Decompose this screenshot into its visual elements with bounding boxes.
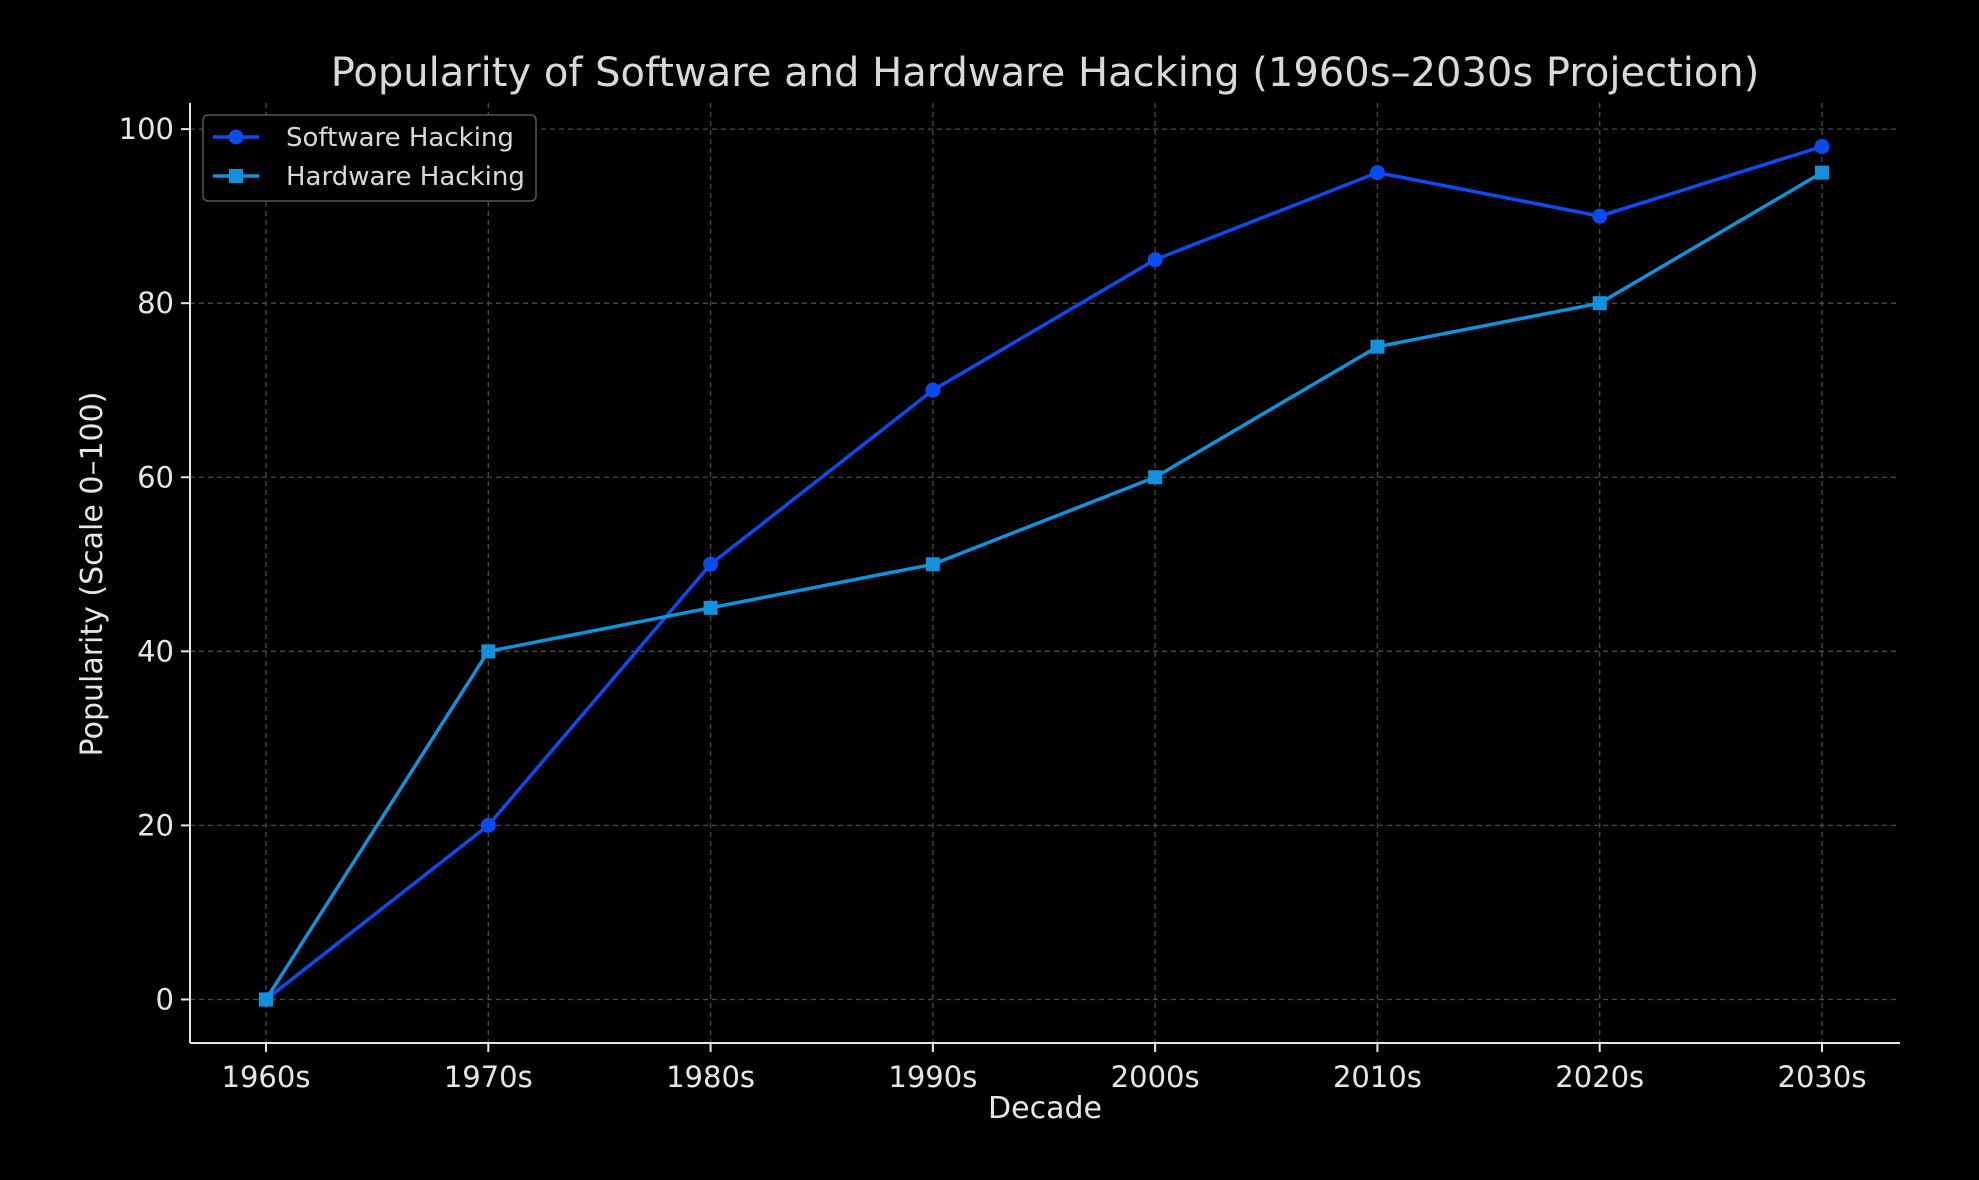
- data-point-square: [703, 600, 718, 615]
- legend-entry: Software Hacking: [213, 123, 514, 153]
- series-lines: [258, 139, 1830, 1007]
- data-point-square: [925, 557, 940, 572]
- tick-labels: 1960s 1970s 1980s 1990s 2000s 2010s 2020s 2030s…: [119, 112, 1867, 1094]
- data-point-circle: [480, 817, 496, 833]
- y-tick-label: 0: [156, 982, 174, 1016]
- chart-title: Popularity of Software and Hardware Hack…: [331, 50, 1760, 96]
- data-point-square: [1148, 470, 1163, 485]
- legend-marker-circle: [228, 129, 244, 145]
- legend-marker-square: [229, 169, 243, 183]
- data-point-circle: [703, 556, 719, 572]
- x-tick-label: 2030s: [1778, 1060, 1867, 1094]
- x-tick-label: 1960s: [222, 1060, 311, 1094]
- data-point-square: [1815, 165, 1829, 180]
- y-tick-label: 40: [137, 634, 174, 668]
- data-point-circle: [1369, 165, 1385, 181]
- x-tick-label: 2000s: [1111, 1060, 1200, 1094]
- data-point-circle: [925, 382, 941, 398]
- legend: Software Hacking Hardware Hacking: [202, 114, 537, 202]
- data-point-circle: [1814, 139, 1830, 155]
- legend-label: Software Hacking: [286, 123, 514, 153]
- legend-label: Hardware Hacking: [286, 162, 525, 192]
- x-tick-label: 2020s: [1555, 1060, 1644, 1094]
- x-tick-label: 1990s: [888, 1060, 977, 1094]
- x-tick-label: 1980s: [666, 1060, 755, 1094]
- data-point-square: [259, 992, 273, 1007]
- legend-entry: Hardware Hacking: [213, 162, 525, 192]
- series-1: [258, 139, 1830, 1007]
- data-point-square: [1592, 296, 1607, 311]
- axes: [181, 103, 1900, 1052]
- y-tick-label: 20: [137, 808, 174, 842]
- y-tick-label: 60: [137, 460, 174, 494]
- x-axis-label: Decade: [988, 1091, 1102, 1126]
- y-axis-label: Popularity (Scale 0–100): [75, 392, 110, 757]
- x-tick-label: 2010s: [1333, 1060, 1422, 1094]
- x-tick-label: 1970s: [444, 1060, 533, 1094]
- legend-box: [202, 114, 537, 202]
- grid: [190, 103, 1900, 1043]
- series-2: [259, 165, 1829, 1007]
- data-point-circle: [1592, 208, 1608, 224]
- series-line: [264, 144, 1823, 1001]
- data-point-square: [481, 644, 496, 659]
- data-point-circle: [1147, 252, 1163, 268]
- y-tick-label: 80: [137, 286, 174, 320]
- series-line: [264, 171, 1823, 1001]
- data-point-square: [1370, 339, 1385, 354]
- y-tick-label: 100: [119, 112, 174, 146]
